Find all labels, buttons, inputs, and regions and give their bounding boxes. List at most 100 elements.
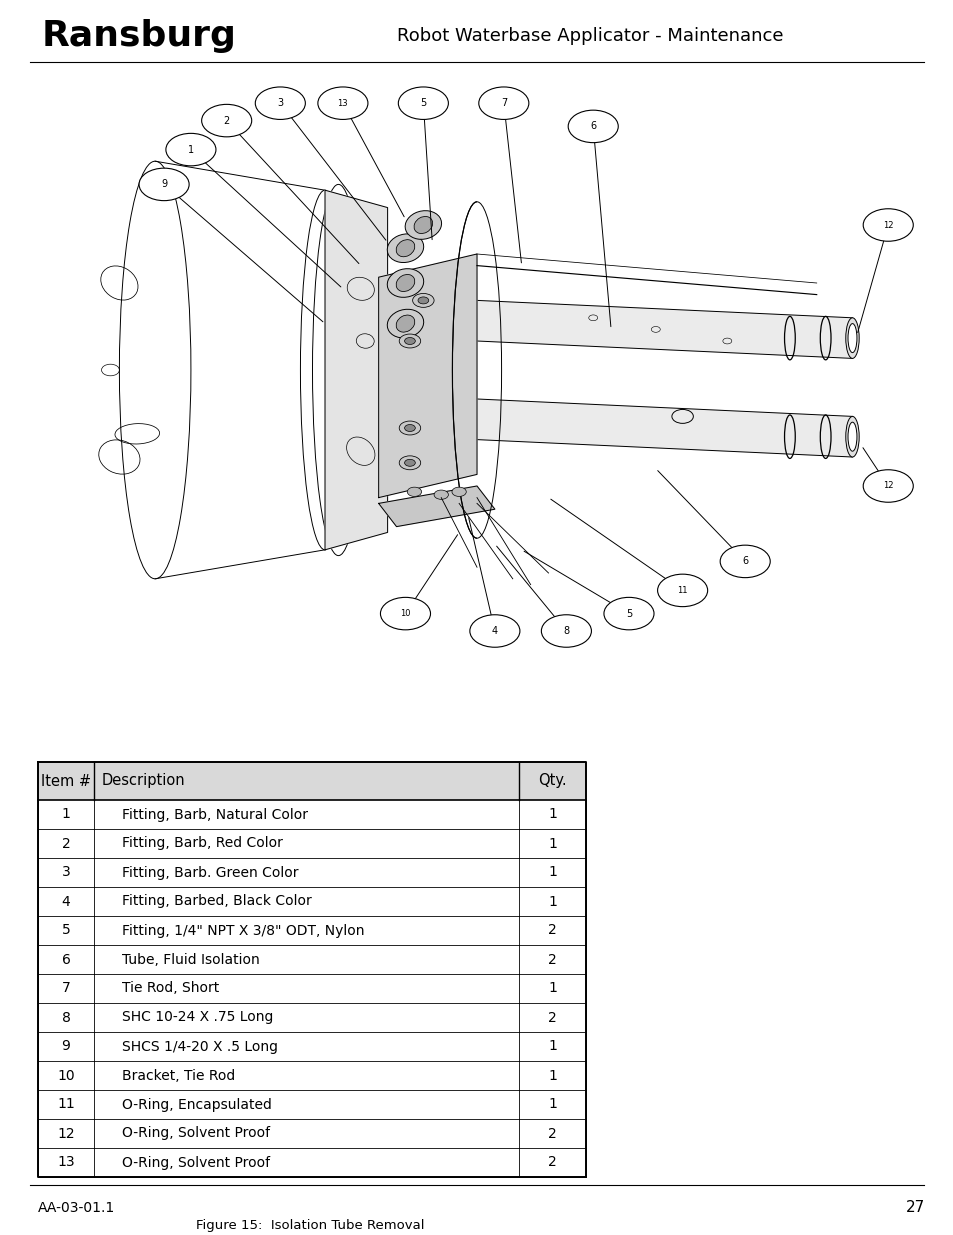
Bar [38,945,585,974]
Text: 6: 6 [741,557,747,567]
Bar [38,887,585,916]
Circle shape [657,574,707,606]
Text: Figure 15:  Isolation Tube Removal: Figure 15: Isolation Tube Removal [195,1219,424,1233]
Polygon shape [476,399,852,457]
Circle shape [540,615,591,647]
Text: 12: 12 [882,482,893,490]
Text: 13: 13 [57,1156,74,1170]
Ellipse shape [847,422,856,451]
Text: 27: 27 [905,1200,924,1215]
Text: 5: 5 [419,99,426,109]
Text: 9: 9 [161,179,167,189]
Text: 2: 2 [548,952,557,967]
Circle shape [398,86,448,120]
Text: 5: 5 [62,924,71,937]
Text: 2: 2 [62,836,71,851]
Text: 12: 12 [882,221,893,230]
Circle shape [603,598,654,630]
Text: SHC 10-24 X .75 Long: SHC 10-24 X .75 Long [122,1010,274,1025]
Ellipse shape [395,274,415,291]
Text: 2: 2 [548,1156,557,1170]
Text: 8: 8 [563,626,569,636]
Text: 4: 4 [62,894,71,909]
Ellipse shape [387,233,423,263]
Text: 8: 8 [62,1010,71,1025]
Text: 1: 1 [547,866,557,879]
Circle shape [404,337,415,345]
Text: 2: 2 [548,924,557,937]
Text: 1: 1 [62,808,71,821]
Circle shape [478,86,528,120]
Circle shape [380,598,430,630]
Text: 3: 3 [277,99,283,109]
Bar [38,1119,585,1149]
Circle shape [398,333,420,348]
Bar [38,1003,585,1032]
Circle shape [139,168,189,200]
Text: Fitting, Barb. Green Color: Fitting, Barb. Green Color [122,866,298,879]
Bar [38,974,585,1003]
Text: O-Ring, Solvent Proof: O-Ring, Solvent Proof [122,1126,270,1140]
Text: 1: 1 [547,1098,557,1112]
Circle shape [862,469,912,503]
Text: 5: 5 [625,609,632,619]
Circle shape [568,110,618,142]
Text: 1: 1 [547,894,557,909]
Text: Robot Waterbase Applicator - Maintenance: Robot Waterbase Applicator - Maintenance [396,27,782,44]
Text: 1: 1 [547,1040,557,1053]
Circle shape [404,425,415,431]
Circle shape [317,86,368,120]
Text: Fitting, Barbed, Black Color: Fitting, Barbed, Black Color [122,894,312,909]
Circle shape [407,487,421,496]
Polygon shape [378,487,495,526]
Ellipse shape [387,269,423,298]
Circle shape [417,296,428,304]
Text: 1: 1 [188,144,193,154]
Polygon shape [476,300,852,358]
Bar [38,858,585,887]
Text: 7: 7 [500,99,506,109]
Text: 13: 13 [337,99,348,107]
Bar [38,762,585,800]
Text: O-Ring, Solvent Proof: O-Ring, Solvent Proof [122,1156,270,1170]
Text: Description: Description [102,773,186,788]
Text: 11: 11 [677,585,687,595]
Ellipse shape [387,309,423,338]
Bar [38,1032,585,1061]
Circle shape [862,209,912,241]
Bar [38,916,585,945]
Text: Fitting, Barb, Natural Color: Fitting, Barb, Natural Color [122,808,308,821]
Text: 1: 1 [547,808,557,821]
Circle shape [404,459,415,467]
Text: Item #: Item # [41,773,91,788]
Text: 1: 1 [547,982,557,995]
Text: 11: 11 [57,1098,74,1112]
Ellipse shape [414,216,433,233]
Circle shape [166,133,215,165]
Circle shape [255,86,305,120]
Text: 10: 10 [400,609,411,618]
Text: Tie Rod, Short: Tie Rod, Short [122,982,219,995]
Text: Ransburg: Ransburg [42,19,236,53]
Text: AA-03-01.1: AA-03-01.1 [38,1200,115,1215]
Ellipse shape [395,315,415,332]
Text: 3: 3 [62,866,71,879]
Polygon shape [325,190,387,550]
Text: 2: 2 [548,1010,557,1025]
Text: Fitting, 1/4" NPT X 3/8" ODT, Nylon: Fitting, 1/4" NPT X 3/8" ODT, Nylon [122,924,364,937]
Bar [38,1061,585,1091]
Bar [38,829,585,858]
Circle shape [452,487,466,496]
Circle shape [398,456,420,469]
Polygon shape [378,254,476,498]
Ellipse shape [845,317,859,358]
Text: SHCS 1/4-20 X .5 Long: SHCS 1/4-20 X .5 Long [122,1040,277,1053]
Text: 2: 2 [223,116,230,126]
Circle shape [201,105,252,137]
Ellipse shape [395,240,415,257]
Text: 2: 2 [548,1126,557,1140]
Circle shape [470,615,519,647]
Circle shape [413,294,434,308]
Text: 6: 6 [590,121,596,131]
Text: 9: 9 [62,1040,71,1053]
